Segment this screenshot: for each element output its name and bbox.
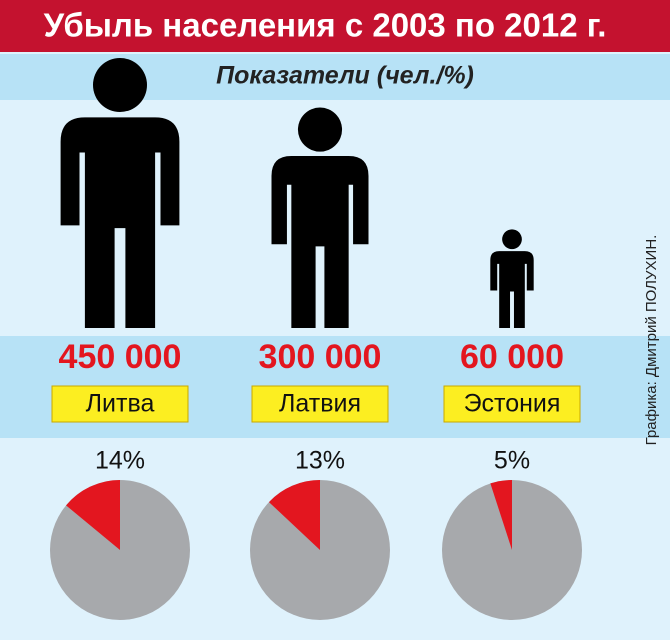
country-box	[443, 385, 581, 423]
country-label: Литва	[86, 390, 155, 418]
country-label: Эстония	[464, 390, 561, 418]
subtitle: Показатели (чел./%)	[216, 62, 474, 90]
country-box	[251, 385, 389, 423]
percent-label: 5%	[494, 447, 530, 475]
value-label: 60 000	[460, 338, 564, 376]
title-banner	[0, 0, 670, 52]
percent-label: 14%	[95, 447, 145, 475]
person-head	[297, 107, 343, 152]
pie-slice	[490, 480, 512, 550]
person-body	[490, 251, 534, 328]
person-icon	[60, 58, 180, 329]
chart-title: Убыль населения с 2003 по 2012 г.	[44, 7, 607, 44]
person-body	[271, 156, 369, 328]
person-icon	[271, 107, 369, 328]
pie-slice	[66, 480, 120, 550]
country-label: Латвия	[279, 390, 361, 418]
person-head	[502, 229, 522, 250]
value-label: 300 000	[259, 338, 382, 376]
percent-label: 13%	[295, 447, 345, 475]
person-body	[60, 117, 180, 329]
person-icon	[490, 229, 534, 328]
person-head	[93, 58, 147, 112]
credit: Графика: Дмитрий ПОЛУХИН.	[643, 235, 660, 446]
country-box	[51, 385, 189, 423]
value-label: 450 000	[59, 338, 182, 376]
pie-slice	[268, 480, 320, 550]
